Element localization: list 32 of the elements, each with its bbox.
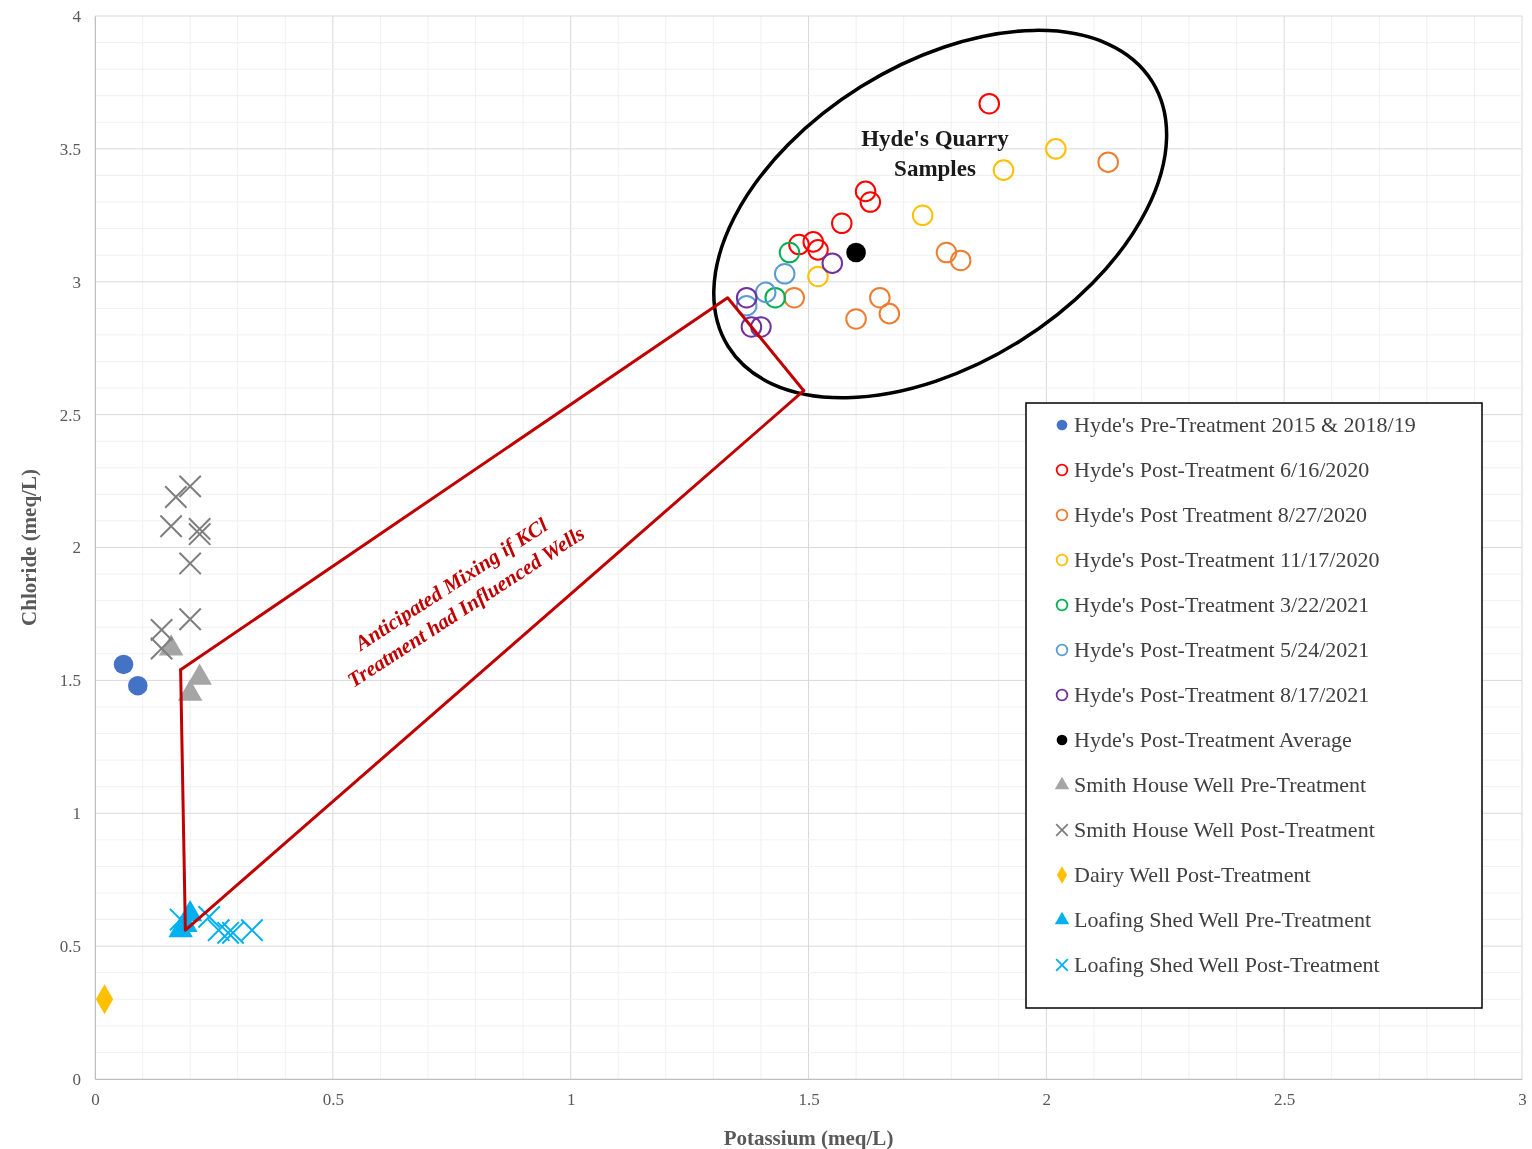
y-axis-title: Chloride (meq/L) — [17, 469, 41, 626]
legend-label: Smith House Well Post-Treatment — [1074, 817, 1375, 842]
y-tick-label: 0.5 — [59, 937, 81, 957]
legend-label: Loafing Shed Well Post-Treatment — [1074, 952, 1380, 977]
x-tick-label: 2 — [1042, 1090, 1052, 1110]
x-tick-label: 1.5 — [798, 1090, 820, 1110]
x-tick-label: 2.5 — [1274, 1090, 1296, 1110]
x-tick-label: 1 — [566, 1090, 576, 1110]
y-tick-label: 4 — [72, 6, 82, 26]
legend-label: Hyde's Post Treatment 8/27/2020 — [1074, 502, 1368, 527]
annotation: Hyde's Quarry Samples — [861, 126, 1010, 181]
y-tick-label: 1 — [72, 804, 81, 824]
legend-label: Hyde's Post-Treatment 11/17/2020 — [1074, 547, 1380, 572]
legend-label: Hyde's Post-Treatment 5/24/2021 — [1074, 637, 1370, 662]
x-tick-label: 0 — [91, 1090, 100, 1110]
legend-label: Smith House Well Pre-Treatment — [1074, 772, 1367, 797]
y-tick-label: 3 — [72, 272, 81, 292]
y-tick-label: 1.5 — [59, 671, 81, 691]
legend-label: Loafing Shed Well Pre-Treatment — [1074, 907, 1372, 932]
legend-label: Hyde's Post-Treatment 3/22/2021 — [1074, 592, 1370, 617]
legend-label: Dairy Well Post-Treatment — [1074, 862, 1311, 887]
x-tick-label: 3 — [1518, 1090, 1527, 1110]
x-tick-label: 0.5 — [322, 1090, 344, 1110]
legend-label: Hyde's Post-Treatment 8/17/2021 — [1074, 682, 1370, 707]
y-tick-label: 2.5 — [59, 405, 81, 425]
legend-label: Hyde's Pre-Treatment 2015 & 2018/19 — [1074, 412, 1416, 437]
legend-label: Hyde's Post-Treatment Average — [1074, 727, 1352, 752]
x-axis-title: Potassium (meq/L) — [723, 1126, 894, 1149]
y-tick-label: 2 — [72, 538, 81, 558]
y-tick-label: 3.5 — [59, 139, 81, 159]
legend-label: Hyde's Post-Treatment 6/16/2020 — [1074, 457, 1370, 482]
y-tick-label: 0 — [72, 1069, 81, 1089]
